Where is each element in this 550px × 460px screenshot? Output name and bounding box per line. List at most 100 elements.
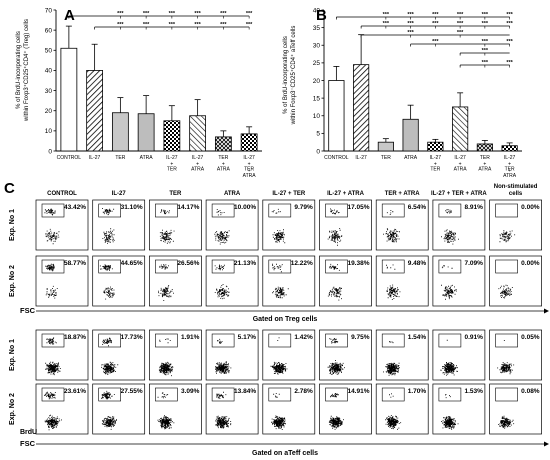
plot-frame	[205, 199, 259, 251]
panel-b-sig-stars: ***	[383, 12, 390, 18]
panel-b-y-tick-label: 40	[313, 7, 321, 14]
column-headers: CONTROL IL-27 TER ATRA IL-27 + TER IL-27 + AT…	[47, 184, 538, 197]
flow-plot: 0.05%	[489, 329, 542, 381]
flow-plot: 1.42%	[262, 329, 316, 381]
panel-a-bar	[86, 70, 104, 152]
panel-b-bars	[328, 34, 518, 152]
gate-percentage: 7.09%	[464, 260, 483, 267]
gate-percentage: 13.84%	[234, 388, 256, 395]
panel-a-y-tick-label: 0	[48, 148, 52, 155]
gate-percentage: 14.91%	[347, 388, 369, 395]
panel-a-y-tick-label: 60	[45, 27, 53, 34]
fsc-label-treg: FSC	[20, 306, 36, 315]
panel-b-bar	[402, 118, 419, 152]
flow-plot: 7.09%	[432, 255, 486, 307]
gate-percentage: 0.00%	[521, 204, 540, 211]
flow-plot: 6.54%	[375, 199, 429, 251]
flow-plot: 0.08%	[489, 383, 542, 435]
gate-percentage: 18.87%	[64, 334, 86, 341]
ateff-gating-axis: BrdU FSC Gated on aTeff cells	[20, 429, 549, 457]
panel-a-bar	[189, 115, 207, 152]
panel-a-sig-stars: ***	[143, 22, 150, 28]
panel-a-category-label: +	[248, 162, 251, 168]
gate-box	[98, 387, 121, 402]
panel-b-sig-stars: ***	[432, 21, 439, 27]
gate-box	[495, 333, 518, 348]
gate-percentage: 1.54%	[408, 334, 427, 341]
gate-percentage: 0.05%	[521, 334, 540, 341]
panel-b-sig-stars: ***	[506, 60, 513, 66]
gate-percentage: 19.38%	[347, 260, 369, 267]
panel-b-sig-stars: ***	[506, 21, 513, 27]
panel-b-sig-stars: ***	[457, 30, 464, 36]
event-dots	[157, 392, 175, 430]
panel-b-sig-stars: ***	[482, 48, 489, 54]
row-label: Exp. No 1	[9, 339, 16, 371]
gate-percentage: 17.05%	[347, 204, 369, 211]
event-dots	[158, 338, 174, 377]
event-dots	[441, 394, 459, 430]
event-dots	[158, 264, 174, 301]
gate-box	[268, 259, 292, 274]
gate-box	[438, 203, 462, 218]
gate-percentage: 21.13%	[234, 260, 256, 267]
flow-plot: 21.13%	[205, 255, 259, 307]
flow-plot: 10.00%	[205, 199, 259, 251]
panel-b-category-label: +	[508, 162, 511, 168]
gate-box	[438, 259, 462, 274]
event-dots	[440, 339, 458, 376]
panel-a-sig-stars: ***	[220, 22, 227, 28]
gate-box	[268, 387, 292, 402]
flow-plot: 43.42%	[35, 199, 89, 251]
panel-a-sig-stars: ***	[117, 22, 124, 28]
panel-a-category-label: IL-27	[166, 155, 178, 161]
panel-b-category-label: IL-27	[430, 155, 442, 161]
panel-b-sig-stars: ***	[407, 21, 414, 27]
panel-b-sig-stars: ***	[482, 12, 489, 18]
panel-a-sig-stars: ***	[246, 11, 253, 17]
flow-plot: 9.79%	[262, 199, 316, 251]
event-dots	[270, 337, 288, 375]
gated-ateff-label: Gated on aTeff cells	[252, 450, 318, 457]
panel-b-sig-stars: ***	[482, 60, 489, 66]
event-dots	[214, 264, 230, 300]
gate-box	[268, 203, 292, 218]
plot-frame	[375, 329, 429, 381]
plot-frame	[205, 255, 259, 307]
flow-plot: 18.87%	[35, 329, 89, 381]
panel-a-bars	[60, 25, 258, 152]
gate-percentage: 1.42%	[294, 334, 313, 341]
treg-arrow-head	[544, 308, 549, 314]
panel-b-sig-stars: ***	[432, 39, 439, 45]
flow-plot: 44.65%	[92, 255, 146, 307]
flow-plot: 9.75%	[319, 329, 372, 381]
panel-b-category-label: +	[434, 162, 437, 168]
gate-percentage: 9.75%	[351, 334, 370, 341]
gate-percentage: 9.48%	[408, 260, 427, 267]
panel-b-category-label: IL-27	[454, 155, 466, 161]
panel-a-category-label: TER	[167, 167, 177, 173]
event-dots	[101, 337, 119, 375]
gate-box	[41, 203, 65, 218]
flow-plot: 58.77%	[35, 255, 89, 307]
panel-b-bar	[377, 141, 394, 152]
flow-plot: 9.48%	[375, 255, 429, 307]
gate-percentage: 8.91%	[464, 204, 483, 211]
column-header: IL-27 + TER	[272, 191, 306, 197]
gate-box	[495, 259, 518, 274]
panel-a-sig-stars: ***	[169, 11, 176, 17]
treg-gating-axis: FSC Gated on Treg cells	[20, 306, 549, 323]
panel-b-category-label: +	[483, 162, 486, 168]
gate-box	[211, 387, 235, 402]
gate-box	[98, 259, 121, 274]
gate-box	[325, 259, 348, 274]
panel-a-category-label: +	[222, 162, 225, 168]
panel-b-category-label: IL-27	[504, 155, 516, 161]
flow-plot: 0.91%	[432, 329, 486, 381]
panel-a-category-label: ATRA	[191, 167, 205, 173]
plot-frame	[489, 255, 542, 307]
event-dots	[327, 338, 345, 375]
gate-percentage: 17.73%	[121, 334, 143, 341]
event-dots	[159, 209, 175, 244]
